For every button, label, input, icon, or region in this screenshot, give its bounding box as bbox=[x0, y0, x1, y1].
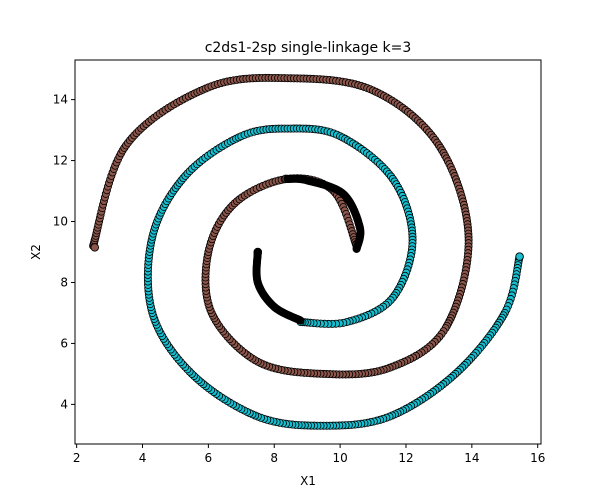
y-tick-label: 12 bbox=[53, 154, 68, 168]
x-tick-label: 14 bbox=[464, 451, 479, 465]
x-tick-label: 2 bbox=[73, 451, 81, 465]
x-axis-label: X1 bbox=[300, 474, 316, 488]
x-tick-label: 12 bbox=[398, 451, 413, 465]
x-tick-label: 6 bbox=[205, 451, 213, 465]
data-point bbox=[296, 316, 305, 325]
endpoint-marker bbox=[90, 243, 100, 252]
data-point bbox=[283, 174, 292, 183]
y-tick-label: 8 bbox=[60, 275, 68, 289]
points-layer bbox=[89, 73, 524, 430]
x-tick-label: 16 bbox=[530, 451, 545, 465]
endpoint-marker bbox=[515, 252, 524, 261]
cluster-3-points bbox=[252, 174, 365, 325]
y-tick-label: 14 bbox=[53, 93, 68, 107]
chart-title: c2ds1-2sp single-linkage k=3 bbox=[205, 40, 412, 56]
y-tick-label: 6 bbox=[60, 336, 68, 350]
x-tick-label: 10 bbox=[332, 451, 347, 465]
x-tick-label: 8 bbox=[270, 451, 278, 465]
y-axis-label: X2 bbox=[29, 244, 43, 260]
y-tick-label: 10 bbox=[53, 215, 68, 229]
cluster-2-points bbox=[143, 124, 524, 430]
x-tick-label: 4 bbox=[139, 451, 147, 465]
y-axis-ticks: 4 6 8 10 12 14 bbox=[53, 93, 75, 411]
x-axis-ticks: 2 4 6 8 10 12 14 16 bbox=[73, 444, 545, 465]
plot-frame bbox=[74, 59, 542, 445]
y-tick-label: 4 bbox=[60, 397, 68, 411]
endpoint-marker bbox=[253, 247, 263, 257]
